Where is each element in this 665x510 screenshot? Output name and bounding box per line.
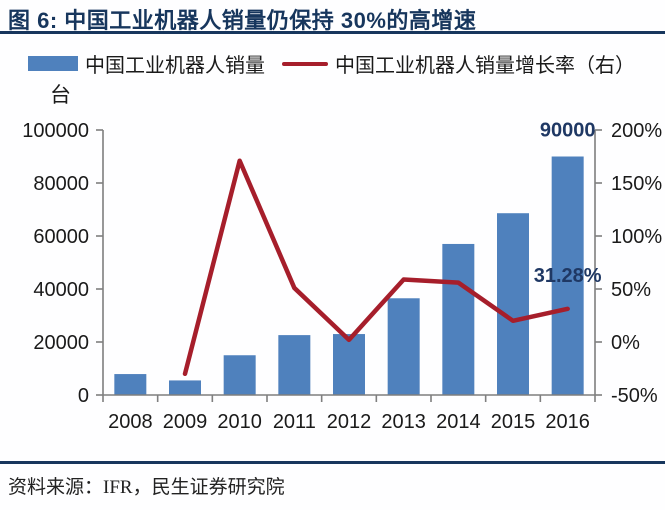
x-axis-label-2013: 2013 <box>381 411 426 433</box>
x-axis-label-2014: 2014 <box>436 411 481 433</box>
right-axis-tick-label: 50% <box>611 279 651 301</box>
x-axis-label-2008: 2008 <box>108 411 153 433</box>
x-axis-label-2015: 2015 <box>491 411 536 433</box>
x-axis-label-2010: 2010 <box>217 411 262 433</box>
left-axis-tick-label: 20000 <box>33 332 89 354</box>
title-divider <box>0 31 665 34</box>
x-axis-label-2016: 2016 <box>545 411 590 433</box>
legend-line-swatch-icon <box>282 61 328 66</box>
right-axis-tick-label: 200% <box>611 120 662 142</box>
right-axis-tick-label: 0% <box>611 332 640 354</box>
left-axis-tick-label: 40000 <box>33 279 89 301</box>
left-axis-tick-label: 0 <box>78 385 89 407</box>
right-axis-tick-label: 150% <box>611 173 662 195</box>
left-axis-tick-label: 80000 <box>33 173 89 195</box>
bar-2015 <box>497 213 529 395</box>
x-axis-label-2009: 2009 <box>163 411 208 433</box>
chart-legend: 中国工业机器人销量 中国工业机器人销量增长率（右） <box>28 49 635 78</box>
bar-2011 <box>278 335 311 395</box>
x-axis-label-2012: 2012 <box>327 411 372 433</box>
right-axis-tick-label: 100% <box>611 226 662 248</box>
bar-2016 <box>551 156 584 395</box>
line-value-annotation: 31.28% <box>534 265 602 287</box>
source-divider <box>0 461 665 464</box>
bar-value-annotation: 90000 <box>540 120 596 142</box>
legend-bar-label: 中国工业机器人销量 <box>85 55 265 77</box>
bar-2012 <box>333 334 365 395</box>
left-axis-unit-label: 台 <box>50 84 71 107</box>
right-axis-tick-label: -50% <box>611 385 658 407</box>
growth-rate-line <box>182 158 570 377</box>
bar-2013 <box>387 298 420 395</box>
bar-2010 <box>223 355 256 395</box>
bar-2009 <box>169 380 201 395</box>
left-axis-tick-label: 60000 <box>33 226 89 248</box>
bar-2008 <box>114 374 147 395</box>
legend-line-label: 中国工业机器人销量增长率（右） <box>335 55 635 77</box>
source-note: 资料来源：IFR，民生证券研究院 <box>8 477 285 498</box>
left-axis-tick-label: 100000 <box>22 120 89 142</box>
bar-2014 <box>442 243 475 395</box>
legend-bar-swatch-icon <box>28 56 78 71</box>
figure-title: 图 6: 中国工业机器人销量仍保持 30%的高增速 <box>8 8 477 33</box>
x-axis-label-2011: 2011 <box>273 411 316 433</box>
